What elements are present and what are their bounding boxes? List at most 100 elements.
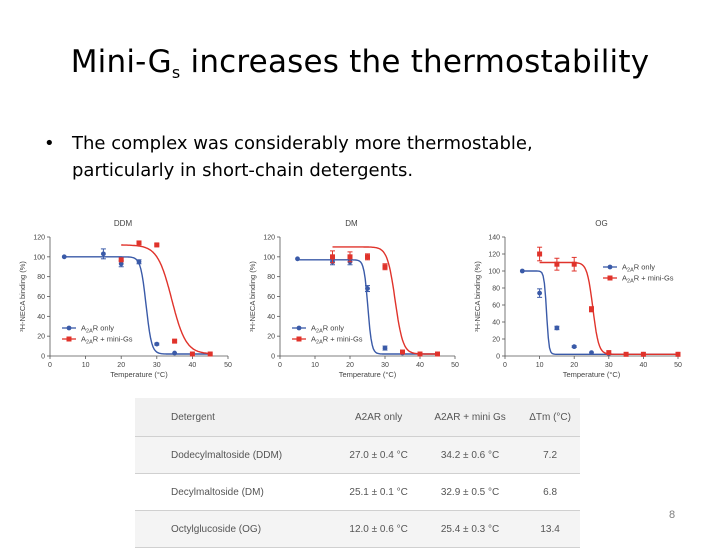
data-point-square xyxy=(400,349,405,355)
y-tick-label: 100 xyxy=(263,254,275,261)
fit-curve xyxy=(121,244,211,355)
data-point-square xyxy=(675,351,681,357)
tm-table: Detergent A2AR only A2AR + mini Gs ΔTm (… xyxy=(135,398,580,548)
x-tick-label: 20 xyxy=(346,362,354,369)
data-point-square xyxy=(589,306,594,312)
chart-panel: 0 10 20 30 40 50 0 20 40 60 80 100 120 DM Temperature … xyxy=(248,219,459,379)
y-tick-label: 60 xyxy=(37,294,45,301)
chart-panel: 0 10 20 30 40 50 0 20 40 60 80 100 120 DDM Temperature… xyxy=(18,219,232,379)
y-axis-label: ³H-NECA binding (%) xyxy=(248,261,257,332)
bullet-point: • The complex was considerably more ther… xyxy=(44,130,604,184)
y-tick-label: 100 xyxy=(33,254,45,261)
legend-marker xyxy=(66,336,72,342)
x-axis-label: Temperature (°C) xyxy=(563,370,621,379)
title-subscript: s xyxy=(171,63,181,82)
x-tick-label: 10 xyxy=(536,362,544,369)
table-cell: 34.2 ± 0.6 °C xyxy=(419,436,521,474)
data-point-square xyxy=(382,264,388,270)
table-cell: Decylmaltoside (DM) xyxy=(135,473,338,511)
data-point-circle xyxy=(519,268,525,274)
y-axis-label: ³H-NECA binding (%) xyxy=(473,261,482,332)
x-tick-label: 40 xyxy=(189,362,197,369)
legend-label: A2AR + mini-Gs xyxy=(622,274,674,285)
data-point-square xyxy=(189,351,195,357)
table-cell: 7.2 xyxy=(520,436,580,474)
x-tick-label: 50 xyxy=(224,362,232,369)
data-point-circle xyxy=(589,350,594,355)
y-tick-label: 120 xyxy=(488,252,500,259)
x-tick-label: 0 xyxy=(48,362,52,369)
x-axis-label: Temperature (°C) xyxy=(339,370,397,379)
y-tick-label: 60 xyxy=(267,294,275,301)
legend-label: A2AR only xyxy=(311,324,344,335)
data-point-square xyxy=(330,254,335,260)
table-cell: Octylglucoside (OG) xyxy=(135,510,338,548)
y-axis-label: ³H-NECA binding (%) xyxy=(18,261,27,332)
y-tick-label: 140 xyxy=(488,235,500,242)
data-point-square xyxy=(118,257,124,263)
title-main: Mini-G xyxy=(70,44,172,80)
bullet-dot: • xyxy=(44,133,55,154)
table-header: ΔTm (°C) xyxy=(520,398,580,437)
x-tick-label: 30 xyxy=(381,362,389,369)
data-point-square xyxy=(417,351,423,357)
data-point-square xyxy=(640,351,646,357)
chart-title: DDM xyxy=(114,219,133,228)
y-tick-label: 80 xyxy=(492,286,500,293)
data-point-circle xyxy=(537,290,542,296)
y-tick-label: 120 xyxy=(263,235,275,242)
y-tick-label: 120 xyxy=(33,235,45,242)
data-point-square xyxy=(571,261,577,267)
data-point-circle xyxy=(136,259,142,265)
data-point-square xyxy=(347,254,353,260)
table-row: Decylmaltoside (DM) 25.1 ± 0.1 °C 32.9 ±… xyxy=(135,473,580,511)
data-point-circle xyxy=(571,344,577,350)
table-row: Octylglucoside (OG) 12.0 ± 0.6 °C 25.4 ±… xyxy=(135,510,580,548)
legend-marker xyxy=(296,336,302,342)
table-cell: 32.9 ± 0.5 °C xyxy=(419,473,521,511)
legend-marker xyxy=(607,275,613,281)
y-tick-label: 80 xyxy=(37,274,45,281)
table-header: Detergent xyxy=(135,398,338,437)
y-tick-label: 40 xyxy=(492,320,500,327)
data-point-circle xyxy=(172,350,178,356)
legend-label: A2AR + mini-Gs xyxy=(81,335,133,346)
data-point-square xyxy=(172,338,178,344)
x-tick-label: 10 xyxy=(311,362,319,369)
data-point-square xyxy=(435,351,440,357)
chart-panel: 0 10 20 30 40 50 0 20 40 60 80 100 120 140 OG Temperatu… xyxy=(473,219,682,379)
chart-title: OG xyxy=(595,219,607,228)
data-point-circle xyxy=(61,254,67,260)
data-point-square xyxy=(154,242,160,248)
y-tick-label: 0 xyxy=(41,354,45,361)
x-tick-label: 20 xyxy=(570,362,578,369)
bullet-text: The complex was considerably more thermo… xyxy=(72,133,533,181)
x-tick-label: 0 xyxy=(503,362,507,369)
table-header: A2AR + mini Gs xyxy=(419,398,521,437)
x-tick-label: 30 xyxy=(153,362,161,369)
table-cell: 13.4 xyxy=(520,510,580,548)
data-point-circle xyxy=(382,345,388,351)
data-point-square xyxy=(554,261,560,267)
chart-title: DM xyxy=(345,219,358,228)
x-tick-label: 40 xyxy=(416,362,424,369)
y-tick-label: 40 xyxy=(267,314,275,321)
x-tick-label: 30 xyxy=(605,362,613,369)
legend-label: A2AR only xyxy=(81,324,114,335)
x-axis-label: Temperature (°C) xyxy=(110,370,168,379)
data-point-circle xyxy=(295,256,300,262)
data-point-circle xyxy=(554,325,560,331)
data-point-circle xyxy=(118,261,124,267)
x-tick-label: 50 xyxy=(451,362,459,369)
table-header: A2AR only xyxy=(337,398,420,437)
data-point-square xyxy=(606,350,612,356)
legend-label: A2AR + mini-Gs xyxy=(311,335,363,346)
data-point-circle xyxy=(101,251,106,257)
data-point-square xyxy=(365,254,370,260)
table-cell: 12.0 ± 0.6 °C xyxy=(337,510,420,548)
data-point-circle xyxy=(154,341,160,347)
data-point-square xyxy=(207,351,213,357)
table-cell: Dodecylmaltoside (DDM) xyxy=(135,436,338,474)
